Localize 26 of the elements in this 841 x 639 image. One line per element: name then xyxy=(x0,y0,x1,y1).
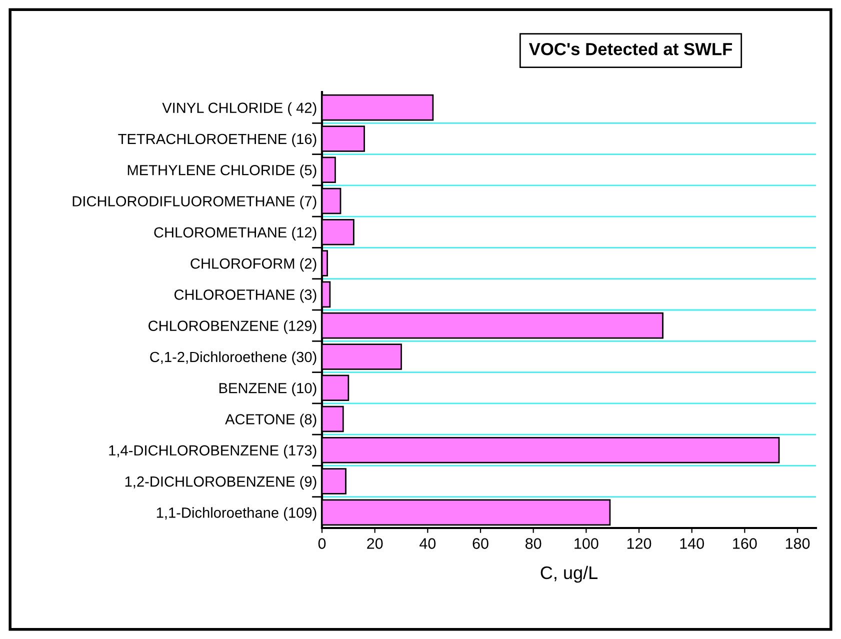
y-tick-label: CHLOROETHANE (3) xyxy=(174,289,316,303)
y-tick-label: 1,2-DICHLOROBENZENE (9) xyxy=(125,476,316,490)
y-tick-label: METHYLENE CHLORIDE (5) xyxy=(128,164,316,178)
chart-title: VOC's Detected at SWLF xyxy=(528,42,732,56)
y-tick-label: VINYL CHLORIDE ( 42) xyxy=(162,102,316,116)
y-tick-label: 1,1-Dichloroethane (109) xyxy=(156,507,316,521)
x-tick-label: 160 xyxy=(733,538,757,549)
y-tick-label: ACETONE (8) xyxy=(225,414,316,428)
x-tick-label: 0 xyxy=(318,538,326,549)
y-tick-label: TETRACHLOROETHENE (16) xyxy=(118,133,316,148)
x-tick-label: 80 xyxy=(526,538,542,549)
x-tick-label: 40 xyxy=(420,538,436,549)
y-tick-label: CHLOROMETHANE (12) xyxy=(154,226,316,240)
y-tick-label: BENZENE (10) xyxy=(219,382,316,396)
x-tick-label: 120 xyxy=(627,538,652,549)
x-axis-title: C, ug/L xyxy=(540,566,598,583)
x-tick-label: 60 xyxy=(472,538,488,549)
y-tick-label: CHLOROFORM (2) xyxy=(190,258,316,272)
y-tick-label: DICHLORODIFLUOROMETHANE (7) xyxy=(72,196,316,210)
y-tick-label: 1,4-DICHLOROBENZENE (173) xyxy=(109,444,316,458)
x-tick-label: 20 xyxy=(367,538,383,549)
y-tick-label: CHLOROBENZENE (129) xyxy=(148,320,316,334)
x-tick-label: 100 xyxy=(574,538,598,549)
y-tick-label: C,1-2,Dichloroethene (30) xyxy=(150,351,316,366)
x-tick-label: 140 xyxy=(680,538,704,549)
x-tick-label: 180 xyxy=(786,538,810,549)
